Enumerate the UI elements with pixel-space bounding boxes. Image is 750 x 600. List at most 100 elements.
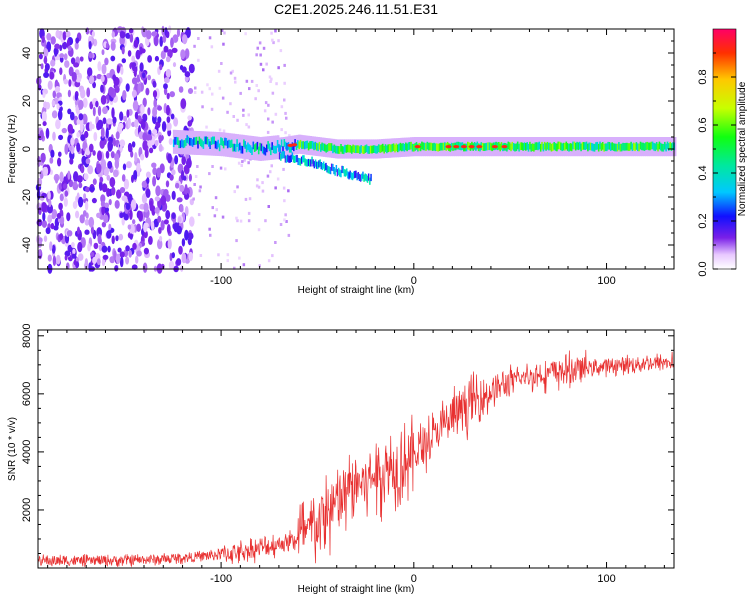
band-core-cell [664, 141, 666, 150]
band-core-cell [236, 139, 238, 147]
band-core-cell [523, 142, 526, 151]
noise-cell [284, 213, 287, 217]
noise-cell [76, 142, 81, 153]
band-core-cell [303, 141, 306, 150]
band-core-cell [641, 142, 643, 151]
noise-cell [59, 67, 63, 75]
noise-cell [274, 186, 277, 190]
noise-cell [49, 157, 54, 164]
noise-cell [41, 35, 45, 43]
y-tick-label: 6000 [21, 382, 33, 406]
branch-cell [361, 173, 363, 181]
noise-cell [188, 173, 192, 182]
band-core-cell [616, 143, 619, 152]
noise-cell [154, 55, 159, 62]
noise-cell [67, 123, 74, 134]
noise-cell [283, 63, 286, 67]
band-core-cell [400, 143, 403, 152]
noise-cell [271, 254, 274, 258]
band-core-cell [409, 142, 411, 150]
noise-cell [244, 197, 248, 201]
noise-cell [100, 84, 104, 93]
noise-cell [131, 89, 137, 98]
noise-cell [107, 140, 113, 152]
noise-cell [217, 69, 221, 73]
noise-cell [199, 185, 202, 189]
noise-cell [279, 49, 283, 53]
colorbar-tick-label: 0.8 [697, 69, 709, 84]
noise-cell [165, 180, 170, 188]
noise-cell [171, 169, 176, 176]
noise-cell [93, 131, 98, 142]
band-core-cell [531, 143, 534, 152]
noise-cell [270, 164, 273, 168]
band-core-cell [326, 144, 329, 152]
noise-cell [70, 137, 75, 146]
band-core-cell [655, 142, 658, 150]
band-core-cell [272, 145, 275, 154]
band-core-cell [525, 143, 527, 151]
snr-panel: -100 0 100 2000 4000 6000 8000 Height of strai… [7, 324, 675, 595]
band-core-cell [514, 143, 516, 152]
band-core-cell [579, 141, 581, 150]
noise-cell [98, 180, 103, 192]
branch-cell [303, 155, 305, 163]
branch-cell [340, 170, 342, 178]
noise-cell [283, 81, 286, 85]
noise-cell [42, 121, 47, 127]
noise-cell [269, 170, 272, 174]
band-core-cell [325, 144, 327, 153]
noise-cell [184, 71, 191, 78]
noise-cell [110, 41, 116, 51]
noise-cell [100, 75, 105, 83]
noise-cell [171, 47, 178, 54]
noise-cell [174, 155, 179, 165]
noise-cell [255, 53, 258, 57]
band-core-cell [635, 142, 638, 150]
noise-cell [220, 62, 223, 65]
noise-cell [91, 31, 96, 37]
noise-cell [108, 199, 112, 206]
band-core-cell [643, 143, 646, 151]
branch-cell [344, 169, 347, 177]
band-core-cell [543, 141, 546, 150]
band-core-cell [359, 146, 361, 154]
band-core-cell [595, 142, 597, 150]
branch-cell [280, 153, 282, 161]
noise-cell [59, 171, 64, 183]
band-core-cell [221, 138, 224, 146]
noise-cell [72, 181, 78, 188]
noise-cell [140, 153, 145, 161]
band-core-cell [587, 143, 589, 152]
noise-cell [89, 143, 94, 153]
noise-cell [74, 93, 78, 101]
band-core-cell [364, 145, 367, 153]
noise-cell [68, 145, 73, 152]
noise-cell [211, 206, 214, 210]
band-core-cell [637, 143, 639, 152]
noise-cell [84, 200, 89, 211]
noise-cell [211, 92, 214, 96]
band-core-cell [301, 141, 303, 150]
band-core-cell [290, 144, 292, 153]
band-core-cell [260, 143, 263, 152]
noise-cell [134, 119, 139, 128]
band-core-cell [363, 146, 365, 154]
band-core-cell [450, 142, 453, 151]
noise-cell [36, 218, 43, 227]
band-core-cell [212, 136, 214, 145]
noise-cell [165, 68, 172, 78]
noise-cell [82, 210, 87, 217]
noise-cell [112, 116, 117, 124]
band-core-cell [383, 145, 385, 154]
hotspot-cell [476, 145, 483, 149]
noise-cell [128, 145, 133, 153]
noise-cell [131, 141, 136, 148]
noise-cell [182, 175, 187, 181]
noise-cell [119, 212, 124, 219]
noise-cell [46, 32, 52, 41]
noise-cell [95, 100, 99, 108]
noise-cell [59, 215, 65, 225]
band-core-cell [541, 141, 543, 150]
